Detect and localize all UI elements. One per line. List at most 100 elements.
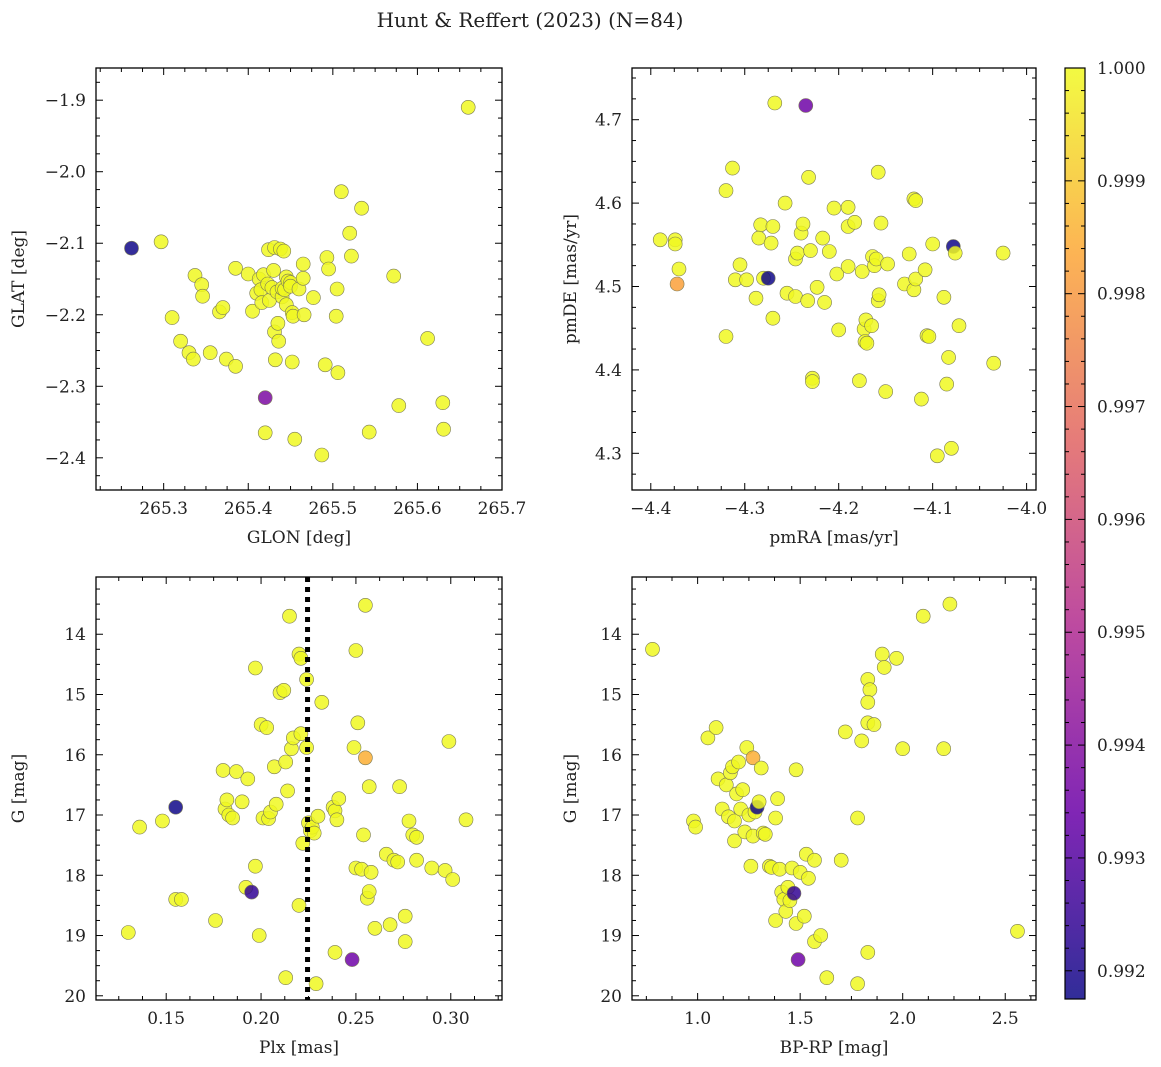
y-tick-label: 14 [64, 625, 86, 645]
data-point [228, 260, 243, 276]
y-tick-label: 20 [64, 987, 86, 1007]
data-point [244, 884, 259, 900]
x-tick-label: 265.4 [224, 499, 273, 519]
data-point [753, 217, 769, 233]
data-point [727, 813, 742, 829]
y-tick-label: 19 [600, 927, 622, 947]
data-point [367, 920, 383, 936]
axes-frame [95, 576, 503, 1001]
y-tick-label: 17 [64, 806, 86, 826]
data-point [219, 792, 235, 808]
data-point [986, 355, 1002, 371]
y-tick-label: −2.0 [45, 163, 86, 183]
data-point [460, 100, 476, 115]
data-point [735, 782, 751, 798]
data-point [788, 762, 804, 778]
x-tick-label: −4.3 [724, 499, 765, 519]
x-tick-label: 265.3 [139, 499, 188, 519]
data-point [941, 350, 956, 365]
data-point [293, 726, 309, 742]
colorbar: 0.992 0.993 0.994 0.995 0.996 0.997 0.998 0.999… [1064, 59, 1146, 1000]
data-point [278, 754, 294, 770]
data-point [314, 694, 330, 710]
data-point [936, 741, 952, 757]
data-point [718, 183, 734, 198]
data-point [287, 431, 303, 447]
data-point [700, 730, 716, 746]
points-plx-gmag [121, 597, 474, 992]
axes-frame [631, 576, 1037, 1001]
data-point [796, 908, 812, 924]
data-point [805, 374, 820, 389]
y-tick-label: 4.6 [595, 194, 622, 214]
data-point [278, 970, 294, 986]
data-point [248, 858, 263, 874]
y-tick-label: −2.4 [45, 449, 86, 469]
data-point [876, 660, 892, 675]
data-point [803, 243, 818, 258]
points-glon-glat [124, 100, 476, 463]
data-point [392, 779, 407, 795]
data-point [308, 976, 324, 992]
colorbar-tick-label: 0.992 [1097, 962, 1146, 982]
data-point [132, 819, 147, 835]
x-tick-label: −4.4 [630, 499, 671, 519]
data-point [826, 200, 842, 216]
data-point [837, 724, 853, 740]
y-tick-label: 15 [64, 686, 86, 706]
panel-bprp-gmag: 1.0 1.5 2.0 2.5 14 15 16 17 18 19 20 BP-RP [mag] G [… [561, 576, 1037, 1058]
panel-pmra-pmde: −4.4 −4.3 −4.2 −4.1 −4.0 4.3 4.4 4.5 4.6 4.7 pmRA … [561, 67, 1047, 548]
data-point [866, 717, 882, 732]
data-point [652, 232, 668, 248]
data-point [874, 646, 890, 662]
data-point [208, 913, 223, 928]
y-axis-label: GLAT [deg] [9, 230, 29, 328]
data-point [751, 794, 767, 810]
data-point [895, 741, 911, 757]
data-point [748, 290, 764, 306]
colorbar-tick-label: 0.997 [1097, 398, 1146, 418]
data-point [124, 240, 139, 256]
data-point [266, 263, 281, 278]
points-pmra-pmde [652, 95, 1011, 464]
figure-title: Hunt & Reffert (2023) (N=84) [377, 8, 684, 32]
data-point [344, 248, 359, 264]
y-axis-label: pmDE [mas/yr] [561, 214, 581, 344]
data-point [847, 215, 863, 230]
data-point [282, 608, 297, 624]
data-point [745, 750, 761, 766]
data-point [314, 447, 330, 463]
data-point [215, 763, 231, 778]
data-point [708, 720, 724, 735]
data-point [819, 970, 835, 986]
x-tick-label: 0.15 [147, 1009, 185, 1029]
data-point [732, 257, 748, 273]
colorbar-tick-label: 0.995 [1097, 623, 1146, 643]
data-point [850, 810, 865, 826]
data-point [889, 650, 904, 666]
colorbar-tick-label: 0.996 [1097, 510, 1146, 530]
data-point [751, 230, 767, 246]
data-point [386, 268, 402, 284]
data-point [831, 322, 847, 338]
data-point [329, 812, 345, 828]
data-point [862, 682, 878, 698]
data-point [361, 424, 377, 440]
y-tick-label: 16 [64, 746, 86, 766]
x-tick-label: 265.7 [478, 499, 527, 519]
data-point [382, 917, 398, 933]
data-point [815, 230, 831, 246]
x-tick-label: −4.0 [1006, 499, 1047, 519]
data-point [1010, 923, 1025, 939]
data-point [801, 170, 816, 185]
colorbar-tick-label: 0.999 [1097, 172, 1146, 192]
data-point [908, 271, 924, 287]
y-tick-label: 4.7 [595, 111, 622, 131]
data-point [854, 733, 870, 749]
x-tick-label: 0.25 [337, 1009, 375, 1029]
data-point [801, 870, 816, 886]
colorbar-tick-label: 0.993 [1097, 849, 1146, 869]
data-point [174, 892, 189, 907]
x-tick-label: 265.5 [308, 499, 357, 519]
